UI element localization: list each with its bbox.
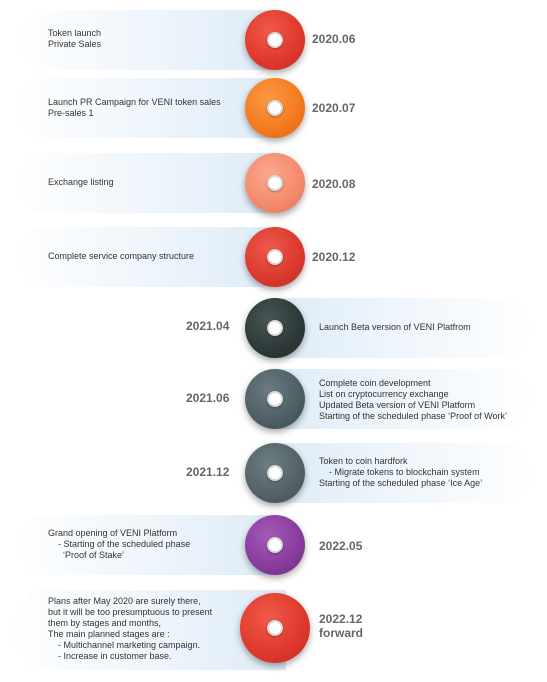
milestone-banner	[268, 298, 538, 358]
milestone-text: Token to coin hardfork - Migrate tokens …	[319, 456, 483, 488]
milestone-banner	[6, 590, 286, 670]
milestone-dot	[267, 465, 283, 481]
milestone-date: 2022.05	[319, 539, 363, 553]
milestone-text: Grand opening of VENI Platform - Startin…	[48, 528, 191, 560]
milestone-date: 2022.12 forward	[319, 612, 364, 640]
milestone-date: 2021.04	[186, 319, 230, 333]
milestone-circle	[240, 593, 310, 663]
milestone-circle	[245, 153, 305, 213]
timeline-item: Plans after May 2020 are surely there, b…	[0, 590, 547, 670]
milestone-text: Plans after May 2020 are surely there, b…	[48, 596, 213, 661]
timeline-item: Token to coin hardfork - Migrate tokens …	[0, 443, 547, 503]
timeline-item: Launch PR Campaign for VENI token sales …	[0, 78, 547, 138]
milestone-text: Launch Beta version of VENI Platfrom	[319, 322, 471, 332]
milestone-banner	[10, 10, 280, 70]
milestone-circle	[245, 10, 305, 70]
milestone-date: 2021.12	[186, 465, 230, 479]
milestone-dot	[267, 391, 283, 407]
milestone-date: 2020.07	[312, 101, 356, 115]
milestone-banner	[10, 78, 280, 138]
milestone-circle	[245, 298, 305, 358]
milestone-text: Launch PR Campaign for VENI token sales …	[48, 97, 221, 118]
milestone-date: 2020.06	[312, 32, 356, 46]
milestone-date: 2020.08	[312, 177, 356, 191]
milestone-circle	[245, 227, 305, 287]
milestone-dot	[267, 32, 283, 48]
timeline-item: Grand opening of VENI Platform - Startin…	[0, 515, 547, 575]
timeline-item: Complete coin development List on crypto…	[0, 369, 547, 429]
milestone-circle	[245, 443, 305, 503]
milestone-date: 2020.12	[312, 250, 356, 264]
timeline-item: Exchange listing 2020.08	[0, 153, 547, 213]
milestone-date: 2021.06	[186, 391, 230, 405]
milestone-dot	[267, 249, 283, 265]
milestone-dot	[267, 537, 283, 553]
timeline-item: Complete service company structure 2020.…	[0, 227, 547, 287]
milestone-text: Exchange listing	[48, 177, 114, 187]
milestone-banner	[10, 515, 280, 575]
milestone-text: Complete coin development List on crypto…	[319, 378, 507, 421]
milestone-dot	[267, 320, 283, 336]
milestone-banner	[268, 369, 538, 429]
milestone-circle	[245, 369, 305, 429]
milestone-banner	[10, 227, 280, 287]
milestone-text: Complete service company structure	[48, 251, 195, 261]
milestone-dot	[267, 620, 283, 636]
milestone-circle	[245, 78, 305, 138]
milestone-banner	[268, 443, 538, 503]
timeline-item: Launch Beta version of VENI Platfrom 202…	[0, 298, 547, 358]
milestone-dot	[267, 100, 283, 116]
milestone-circle	[245, 515, 305, 575]
milestone-banner	[10, 153, 280, 213]
milestone-text: Token launch Private Sales	[48, 28, 102, 49]
milestone-dot	[267, 175, 283, 191]
timeline-item: Token launch Private Sales 2020.06	[0, 10, 547, 70]
